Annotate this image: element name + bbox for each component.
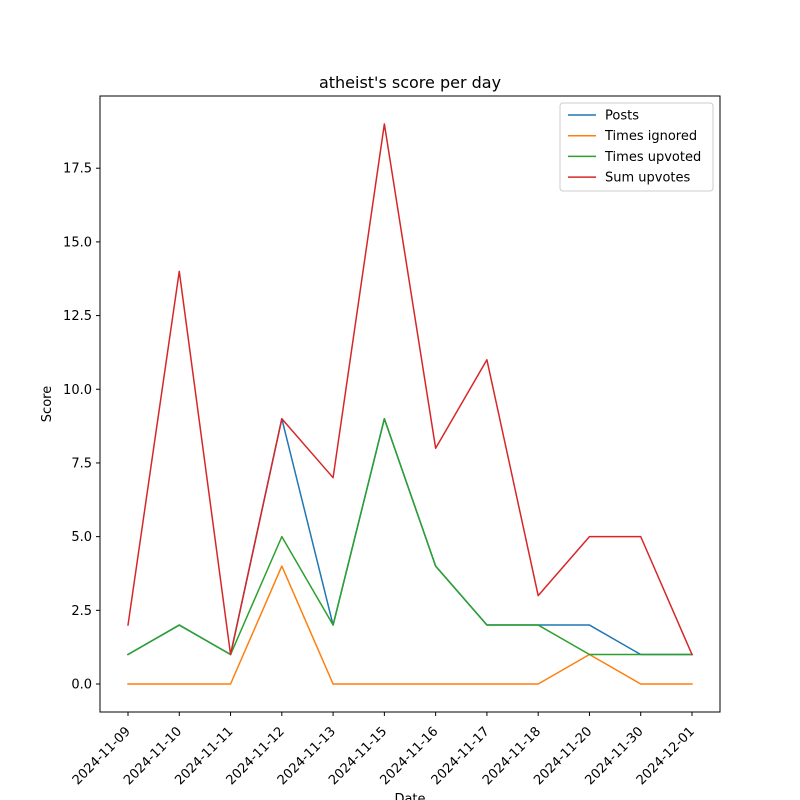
- y-tick-label: 17.5: [63, 162, 92, 177]
- legend-box: [559, 102, 714, 192]
- y-tick-label: 15.0: [63, 235, 92, 250]
- legend-label: Posts: [605, 109, 639, 124]
- y-tick-label: 12.5: [63, 309, 92, 324]
- plot-area: [126, 123, 693, 685]
- y-tick-label: 0.0: [71, 678, 92, 693]
- plot-frame: [99, 95, 721, 713]
- legend-item: Sum upvotes: [568, 171, 691, 186]
- x-axis-label: Date: [394, 792, 425, 800]
- legend: Posts Times ignored Times upvoted Sum upvot…: [559, 102, 714, 192]
- legend-label: Sum upvotes: [605, 171, 691, 186]
- series-line-times-upvoted: [126, 417, 693, 656]
- chart-title: atheist's score per day: [319, 73, 501, 92]
- series-line-times-ignored: [127, 565, 693, 685]
- y-tick-label: 2.5: [71, 604, 92, 619]
- y-tick-label: 7.5: [71, 456, 92, 471]
- x-axis: 2024-11-092024-11-102024-11-112024-11-12…: [70, 712, 698, 788]
- series-line-sum-upvotes: [127, 123, 693, 656]
- legend-item: Posts: [568, 109, 639, 124]
- y-axis: 0.0 2.5 5.0 7.5 10.0 12.5 15.0 17.5: [63, 162, 100, 693]
- y-axis-label: Score: [40, 386, 55, 422]
- y-tick-label: 5.0: [71, 530, 92, 545]
- legend-item: Times upvoted: [568, 150, 701, 165]
- y-tick-label: 10.0: [63, 383, 92, 398]
- legend-item: Times ignored: [568, 129, 697, 144]
- legend-label: Times upvoted: [604, 150, 701, 165]
- legend-label: Times ignored: [604, 129, 697, 144]
